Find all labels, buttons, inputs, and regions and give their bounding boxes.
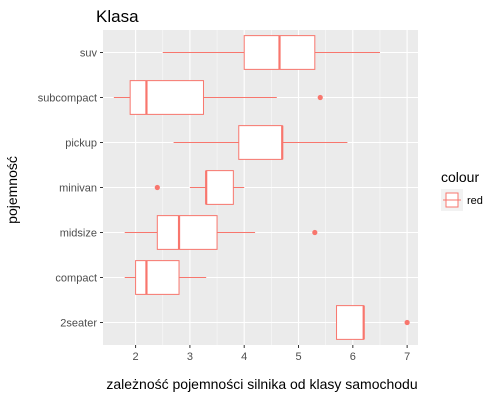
box-body (336, 305, 365, 340)
box-body (156, 215, 218, 250)
box-compact (124, 260, 207, 295)
box-suv (162, 35, 380, 70)
y-tick-label: subcompact (38, 93, 97, 105)
y-tick-label: 2seater (60, 318, 97, 330)
y-tick-label: pickup (65, 138, 97, 150)
x-tick-label: 4 (241, 351, 247, 363)
box-body (129, 80, 204, 115)
box-subcompact (113, 80, 323, 115)
legend-label: red (467, 195, 483, 207)
x-tick-label: 2 (133, 351, 139, 363)
outlier-point (154, 184, 160, 191)
boxes (113, 35, 410, 340)
outlier-point (312, 229, 318, 236)
box-2seater (336, 305, 410, 340)
y-axis-title: pojemność (4, 156, 20, 224)
outlier-point (317, 94, 323, 101)
legend-key (443, 192, 461, 208)
x-tick-label: 6 (350, 351, 356, 363)
legend: colour red (441, 169, 483, 211)
box-body (238, 125, 283, 160)
x-axis-title: zależność pojemności silnika od klasy sa… (106, 376, 417, 392)
box-midsize (124, 215, 318, 250)
x-tick-label: 7 (404, 351, 410, 363)
chart-title: Klasa (96, 7, 139, 26)
outlier-point (404, 319, 410, 326)
box-pickup (173, 125, 348, 160)
y-axis: 2seater compact midsize minivan pickup subcom… (38, 48, 103, 330)
box-body (205, 170, 234, 205)
y-tick-label: minivan (59, 183, 97, 195)
box-minivan (154, 170, 245, 205)
x-tick-label: 5 (295, 351, 301, 363)
y-tick-label: suv (80, 48, 98, 60)
box-body (135, 260, 180, 295)
y-tick-label: compact (55, 273, 97, 285)
grid-major (103, 30, 418, 345)
legend-title: colour (441, 169, 479, 185)
x-axis: 2 3 4 5 6 7 (133, 345, 410, 363)
x-tick-label: 3 (187, 351, 193, 363)
y-tick-label: midsize (60, 228, 97, 240)
